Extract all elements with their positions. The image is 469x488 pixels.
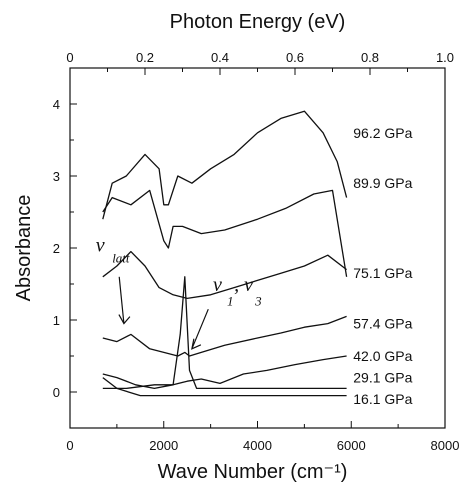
series-line-75-1-gpa (102, 250, 347, 300)
top-x-tick-label: 0 (66, 50, 73, 65)
series-label: 75.1 GPa (353, 265, 412, 281)
y-tick-label: 3 (53, 169, 60, 184)
series-line-16-1-gpa (102, 377, 347, 397)
nu3-subscript: 3 (254, 294, 262, 309)
top-axis-title: Photon Energy (eV) (170, 11, 346, 33)
y-tick-label: 1 (53, 313, 60, 328)
series-line-57-4-gpa (102, 315, 347, 357)
series-label: 16.1 GPa (353, 391, 412, 407)
series-line-29-1-gpa (102, 276, 347, 390)
nu-latt-annotation: ν latt (96, 235, 131, 325)
top-x-tick-label: 0.4 (211, 50, 229, 65)
nu1-nu3-annotation: ν 1 , ν 3 (191, 274, 262, 350)
top-x-tick-label: 1.0 (436, 50, 454, 65)
nu1-nu3-arrow (191, 308, 209, 350)
top-x-tick-label: 0.2 (136, 50, 154, 65)
nu1-subscript: 1 (227, 294, 234, 309)
nu-latt-symbol: ν (96, 235, 105, 257)
nu-latt-arrow (118, 276, 131, 325)
series-labels-layer: 96.2 GPa 89.9 GPa 75.1 GPa 57.4 GPa 42.0 GPa… (353, 125, 412, 407)
series-label: 29.1 GPa (353, 370, 412, 386)
series-line-42-0-gpa (102, 355, 347, 390)
series-layer (102, 110, 348, 397)
series-label: 89.9 GPa (353, 175, 412, 191)
nu1-symbol: ν (213, 274, 222, 296)
y-tick-label: 2 (53, 241, 60, 256)
x-tick-label: 8000 (431, 438, 460, 453)
series-label: 96.2 GPa (353, 125, 412, 141)
series-label: 57.4 GPa (353, 316, 412, 332)
top-x-tick-label: 0.8 (361, 50, 379, 65)
series-line-96-2-gpa (102, 110, 348, 220)
x-tick-label: 6000 (337, 438, 366, 453)
nu-latt-subscript: latt (112, 250, 130, 265)
ticks-layer: 0 2000 4000 6000 8000 0 0.2 0.4 0.6 0.8 1.0 0 1 2 3 4 (53, 50, 460, 453)
nu3-symbol: , ν (234, 274, 253, 296)
y-tick-label: 0 (53, 385, 60, 400)
x-tick-label: 4000 (243, 438, 272, 453)
x-tick-label: 2000 (149, 438, 178, 453)
y-axis-title: Absorbance (13, 195, 35, 302)
series-line-89-9-gpa (102, 189, 348, 277)
series-label: 42.0 GPa (353, 348, 412, 364)
bottom-axis-title: Wave Number (cm⁻¹) (158, 461, 348, 483)
top-x-tick-label: 0.6 (286, 50, 304, 65)
x-tick-label: 0 (66, 438, 73, 453)
y-tick-label: 4 (53, 97, 60, 112)
